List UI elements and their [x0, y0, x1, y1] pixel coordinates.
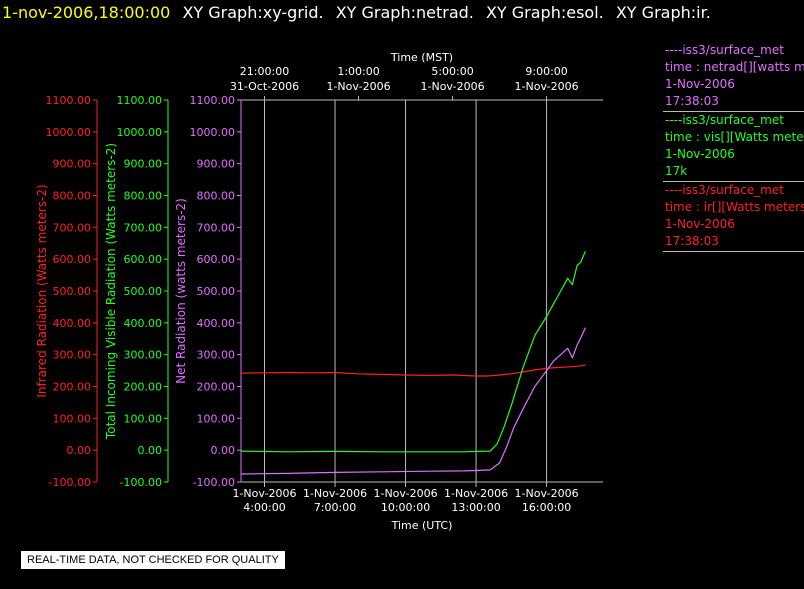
bottom-tick-date-2: 1-Nov-2006	[373, 487, 437, 500]
top-tick-date-3: 1-Nov-2006	[515, 80, 579, 93]
legend-ir-time: 17:38:03	[665, 234, 719, 248]
quality-note: REAL-TIME DATA, NOT CHECKED FOR QUALITY	[21, 551, 285, 569]
vis-y-tick-label-7: 600.00	[124, 253, 163, 266]
bottom-tick-time-1: 7:00:00	[314, 501, 356, 514]
top-tick-time-0: 21:00:00	[240, 65, 289, 78]
bottom-tick-date-4: 1-Nov-2006	[515, 487, 579, 500]
ir-y-tick-label-0: -100.00	[49, 476, 91, 489]
net-y-tick-label-3: 200.00	[197, 381, 236, 394]
vis-y-axis-label: Total Incoming Visible Radiation (Watts …	[104, 143, 118, 440]
ir-y-tick-label-7: 600.00	[53, 253, 92, 266]
net-y-tick-label-5: 400.00	[197, 317, 236, 330]
ir-y-tick-label-8: 700.00	[53, 221, 92, 234]
legend-vis-source: ----iss3/surface_met	[665, 113, 784, 127]
top-tick-date-0: 31-Oct-2006	[230, 80, 299, 93]
top-tick-time-1: 1:00:00	[337, 65, 379, 78]
x-axis-label-utc: Time (UTC)	[391, 519, 453, 532]
legend: ----iss3/surface_met time : netrad[][wat…	[663, 42, 804, 252]
ir-y-tick-label-4: 300.00	[53, 349, 92, 362]
bottom-tick-date-3: 1-Nov-2006	[444, 487, 508, 500]
legend-ir-source: ----iss3/surface_met	[665, 183, 784, 197]
ir-y-tick-label-2: 100.00	[53, 412, 92, 425]
top-tick-date-2: 1-Nov-2006	[421, 80, 485, 93]
series-line-vis	[240, 250, 586, 453]
net-y-tick-label-10: 900.00	[197, 158, 236, 171]
ir-y-tick-label-12: 1100.00	[46, 94, 92, 107]
top-tick-date-1: 1-Nov-2006	[326, 80, 390, 93]
ir-y-tick-label-1: 0.00	[67, 444, 92, 457]
legend-netrad-source: ----iss3/surface_met	[665, 43, 784, 57]
ir-y-tick-label-3: 200.00	[53, 381, 92, 394]
legend-ir-variable: time : ir[][Watts meters-2]	[665, 200, 804, 214]
vis-y-tick-label-10: 900.00	[124, 158, 163, 171]
graph-title-ir: XY Graph:ir.	[615, 3, 711, 22]
vis-y-tick-label-6: 500.00	[124, 285, 163, 298]
net-y-tick-label-4: 300.00	[197, 349, 236, 362]
bottom-tick-time-4: 16:00:00	[522, 501, 571, 514]
ir-y-tick-label-9: 800.00	[53, 190, 92, 203]
vis-y-tick-label-8: 700.00	[124, 221, 163, 234]
net-y-tick-label-6: 500.00	[197, 285, 236, 298]
series-line-net	[240, 327, 586, 475]
graph-title-esol: XY Graph:esol.	[485, 3, 604, 22]
legend-netrad-variable: time : netrad[][watts meters-2]	[665, 60, 804, 74]
bottom-tick-time-2: 10:00:00	[381, 501, 430, 514]
net-y-tick-label-8: 700.00	[197, 221, 236, 234]
ir-y-tick-label-5: 400.00	[53, 317, 92, 330]
bottom-tick-date-1: 1-Nov-2006	[303, 487, 367, 500]
ir-y-tick-label-6: 500.00	[53, 285, 92, 298]
ir-y-tick-label-10: 900.00	[53, 158, 92, 171]
x-axis-label-mst: Time (MST)	[390, 51, 453, 64]
legend-vis-time: 17k	[665, 164, 688, 178]
vis-y-tick-label-4: 300.00	[124, 349, 163, 362]
vis-y-tick-label-11: 1000.00	[117, 126, 163, 139]
net-y-axis-label: Net Radiation (watts meters-2)	[174, 198, 188, 384]
legend-ir-date: 1-Nov-2006	[665, 217, 735, 231]
top-tick-time-2: 5:00:00	[431, 65, 473, 78]
legend-vis-date: 1-Nov-2006	[665, 147, 735, 161]
vis-y-tick-label-9: 800.00	[124, 190, 163, 203]
vis-y-tick-label-0: -100.00	[120, 476, 162, 489]
legend-netrad-time: 17:38:03	[665, 94, 719, 108]
legend-ir: ----iss3/surface_met time : ir[][Watts m…	[663, 182, 804, 252]
graph-title-netrad: XY Graph:netrad.	[335, 3, 474, 22]
net-y-tick-label-1: 0.00	[211, 444, 236, 457]
net-y-tick-label-11: 1000.00	[190, 126, 236, 139]
bottom-tick-date-0: 1-Nov-2006	[232, 487, 296, 500]
legend-vis-variable: time : vis[][Watts meters-2]	[665, 130, 804, 144]
vis-y-tick-label-5: 400.00	[124, 317, 163, 330]
vis-y-tick-label-12: 1100.00	[117, 94, 163, 107]
ir-y-axis-label: Infrared Radiation (Watts meters-2)	[35, 184, 49, 397]
timestamp: 1-nov-2006,18:00:00	[2, 3, 171, 22]
graph-title-xy-grid: XY Graph:xy-grid.	[182, 3, 324, 22]
net-y-tick-label-9: 800.00	[197, 190, 236, 203]
net-y-tick-label-0: -100.00	[193, 476, 235, 489]
vis-y-tick-label-1: 0.00	[138, 444, 163, 457]
ir-y-tick-label-11: 1000.00	[46, 126, 92, 139]
legend-vis: ----iss3/surface_met time : vis[][Watts …	[663, 112, 804, 182]
net-y-tick-label-12: 1100.00	[190, 94, 236, 107]
net-y-tick-label-2: 100.00	[197, 412, 236, 425]
title-bar: 1-nov-2006,18:00:00 XY Graph:xy-grid. XY…	[2, 3, 711, 22]
legend-netrad-date: 1-Nov-2006	[665, 77, 735, 91]
bottom-tick-time-0: 4:00:00	[243, 501, 285, 514]
series-line-ir	[240, 364, 586, 377]
bottom-tick-time-3: 13:00:00	[451, 501, 500, 514]
net-y-tick-label-7: 600.00	[197, 253, 236, 266]
vis-y-tick-label-2: 100.00	[124, 412, 163, 425]
top-tick-time-3: 9:00:00	[525, 65, 567, 78]
legend-netrad: ----iss3/surface_met time : netrad[][wat…	[663, 42, 804, 112]
vis-y-tick-label-3: 200.00	[124, 381, 163, 394]
